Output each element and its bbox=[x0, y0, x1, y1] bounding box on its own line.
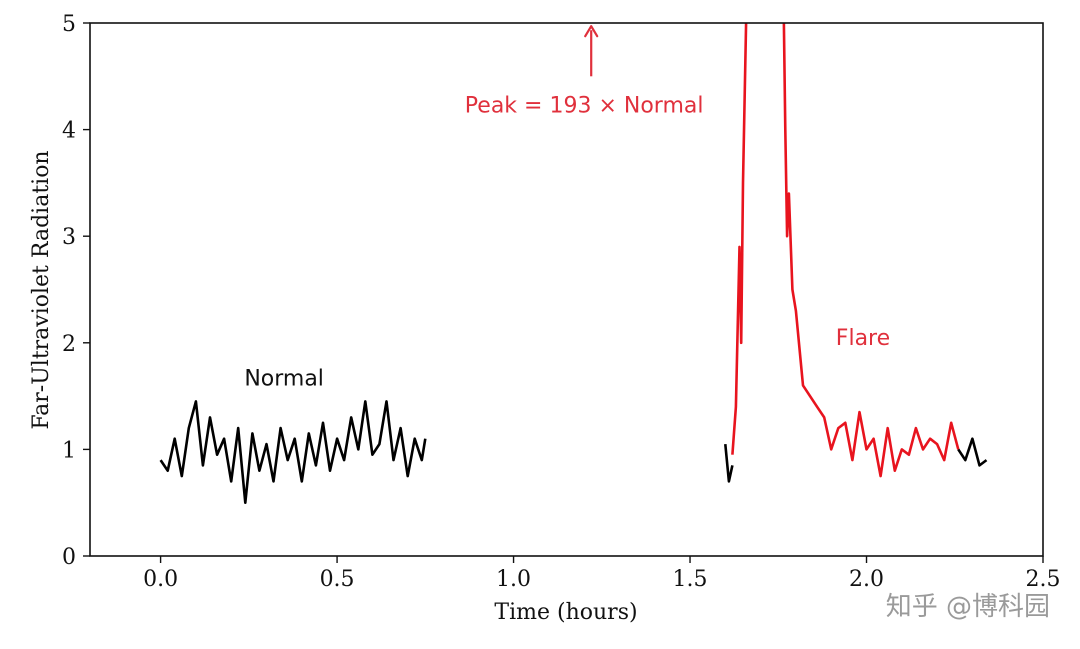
plot-area bbox=[89, 22, 1044, 557]
x-axis-label: Time (hours) bbox=[494, 600, 637, 625]
y-tick-label: 2 bbox=[62, 332, 76, 357]
peak-arrow-head bbox=[584, 25, 599, 38]
x-tick-label: 0.5 bbox=[320, 567, 355, 592]
series-line-2 bbox=[731, 23, 960, 478]
y-tick-label: 0 bbox=[62, 545, 76, 570]
x-tick-label: 2.5 bbox=[1026, 567, 1061, 592]
y-axis-label: Far-Ultraviolet Radiation bbox=[29, 150, 54, 429]
watermark: 知乎 @博科园 bbox=[886, 592, 1050, 622]
series-line-1 bbox=[724, 443, 734, 483]
x-tick-label: 0.0 bbox=[143, 567, 178, 592]
x-tick-label: 2.0 bbox=[849, 567, 884, 592]
annotations: Normal Flare Peak = 193 × Normal bbox=[244, 25, 890, 391]
annotation-label: Peak = 193 × Normal bbox=[465, 94, 704, 119]
y-tick-label: 3 bbox=[62, 225, 76, 250]
x-tick-label: 1.0 bbox=[496, 567, 531, 592]
y-tick-label: 5 bbox=[62, 12, 76, 37]
axes-frame bbox=[89, 22, 1044, 557]
x-tick-label: 1.5 bbox=[673, 567, 708, 592]
tick-marks bbox=[83, 22, 1044, 563]
y-tick-label: 1 bbox=[62, 438, 76, 463]
annotation-label: Flare bbox=[836, 326, 890, 351]
series-line-3 bbox=[957, 437, 988, 467]
y-tick-label: 4 bbox=[62, 119, 76, 144]
annotation-label: Normal bbox=[244, 366, 324, 391]
tick-labels: 0.0 0.5 1.0 1.5 2.0 2.5 0 1 2 3 4 5 bbox=[62, 12, 1061, 592]
series-group bbox=[159, 23, 988, 505]
series-line-0 bbox=[159, 400, 427, 505]
